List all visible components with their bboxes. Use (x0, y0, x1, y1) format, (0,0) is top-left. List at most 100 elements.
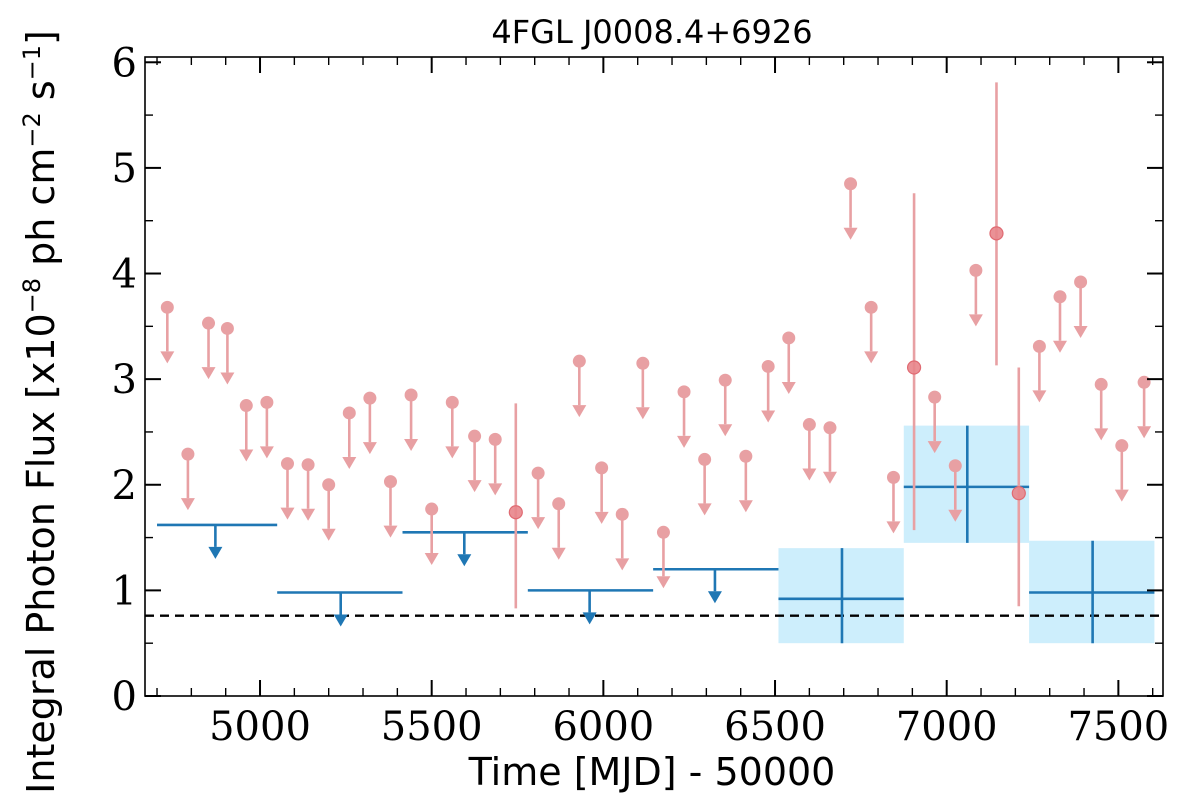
coarse-ul-arrow (208, 546, 223, 559)
fine-det-point (508, 505, 523, 520)
y-tick-label: 6 (112, 40, 137, 86)
fine-ul-arrow (160, 351, 175, 364)
fine-ul-arrow (259, 446, 274, 459)
y-tick-label: 1 (112, 568, 137, 614)
x-tick-label: 6500 (724, 704, 826, 750)
fine-ul-point (488, 432, 502, 446)
fine-ul-arrow (718, 424, 733, 437)
fine-detection-1 (906, 193, 922, 531)
fine-upper-limit-13 (424, 502, 439, 566)
fine-ul-point (1074, 275, 1088, 289)
fine-upper-limit-2 (201, 316, 216, 380)
fine-upper-limit-26 (718, 373, 733, 437)
coarse-upper-limit-2 (402, 530, 528, 567)
fine-ul-point (844, 177, 858, 191)
fine-upper-limit-17 (531, 466, 546, 530)
fine-ul-arrow (362, 442, 377, 455)
fine-upper-limit-33 (864, 300, 879, 364)
y-axis-label: Integral Photon Flux [x10−8 ph cm−2 s−1] (18, 30, 63, 794)
fine-detection-2 (989, 82, 1004, 366)
axis-ticks (145, 57, 1163, 697)
fine-det-point (906, 360, 922, 375)
fine-ul-point (404, 388, 418, 402)
fine-upper-limit-23 (656, 525, 671, 589)
fine-detection-0 (508, 403, 523, 609)
y-tick-label: 4 (112, 252, 137, 298)
fine-upper-limit-11 (383, 475, 398, 538)
fine-ul-arrow (551, 547, 566, 560)
fine-ul-point (718, 373, 732, 387)
fine-ul-arrow (180, 498, 195, 511)
y-tick-label: 5 (112, 146, 137, 192)
fine-ul-arrow (927, 441, 942, 454)
x-axis-label: Time [MJD] - 50000 (468, 750, 836, 794)
fine-upper-limit-18 (551, 497, 566, 560)
fine-ul-arrow (822, 471, 837, 484)
fine-upper-limit-10 (362, 391, 377, 455)
fine-ul-arrow (886, 521, 901, 534)
fine-ul-arrow (1094, 428, 1109, 441)
fine-ul-arrow (572, 405, 587, 418)
fine-upper-limit-34 (886, 470, 901, 534)
x-tick-label: 6000 (552, 704, 654, 750)
fine-ul-point (552, 497, 566, 511)
fine-ul-point (1032, 339, 1046, 353)
fine-ul-point (595, 461, 609, 475)
fine-ul-point (301, 458, 315, 472)
fine-ul-arrow (635, 407, 650, 420)
fine-ul-point (1137, 375, 1151, 389)
fine-ul-arrow (968, 314, 983, 327)
fine-det-point (1011, 486, 1026, 501)
fine-upper-limit-30 (802, 418, 817, 481)
fine-ul-point (445, 395, 459, 409)
fine-ul-arrow (404, 438, 419, 451)
fine-ul-arrow (301, 508, 316, 521)
fine-upper-limit-15 (467, 429, 482, 493)
fine-ul-arrow (467, 480, 482, 493)
fine-ul-point (160, 300, 174, 314)
fine-ul-point (363, 391, 377, 405)
coarse-ul-arrow (707, 591, 722, 604)
coarse-ul-arrow (582, 612, 597, 625)
fine-ul-point (739, 449, 753, 463)
fine-ul-point (928, 390, 942, 404)
fine-ul-point (383, 475, 397, 489)
fine-upper-limit-12 (404, 388, 419, 451)
fine-ul-point (572, 354, 586, 368)
plot-frame (144, 56, 1164, 697)
fine-ul-point (531, 466, 545, 480)
chart-title: 4FGL J0008.4+6926 (491, 13, 812, 51)
fine-upper-limit-38 (1032, 339, 1047, 403)
fine-ul-point (202, 316, 216, 330)
fine-upper-limit-3 (220, 321, 235, 385)
coarse-detection-0 (778, 548, 904, 644)
fine-ul-arrow (1137, 426, 1152, 439)
fine-upper-limit-22 (635, 356, 650, 420)
fine-upper-limit-29 (781, 331, 796, 394)
fine-ul-arrow (1114, 489, 1129, 502)
fine-ul-arrow (201, 367, 216, 380)
fine-upper-limit-35 (927, 390, 942, 454)
fine-ul-point (656, 525, 670, 539)
fine-ul-point (969, 263, 983, 277)
fine-upper-limit-28 (761, 359, 776, 423)
fine-ul-arrow (383, 525, 398, 538)
coarse-upper-limit-4 (653, 567, 779, 604)
fine-upper-limit-16 (488, 432, 503, 496)
fine-ul-point (1115, 439, 1129, 453)
fine-ul-arrow (738, 500, 753, 513)
coarse-detection-1 (903, 425, 1030, 543)
fine-upper-limit-25 (697, 452, 712, 516)
fine-ul-arrow (1073, 325, 1088, 338)
fine-upper-limit-37 (968, 263, 983, 327)
fine-upper-limit-5 (259, 395, 274, 459)
coarse-ul-arrow (457, 554, 472, 567)
coarse-upper-limit-1 (277, 591, 403, 627)
fine-det-point (989, 226, 1004, 241)
fine-ul-arrow (239, 449, 254, 462)
fine-ul-arrow (321, 528, 336, 541)
fine-ul-point (802, 418, 816, 432)
coarse-upper-limit-0 (157, 523, 278, 559)
fine-ul-point (864, 300, 878, 314)
